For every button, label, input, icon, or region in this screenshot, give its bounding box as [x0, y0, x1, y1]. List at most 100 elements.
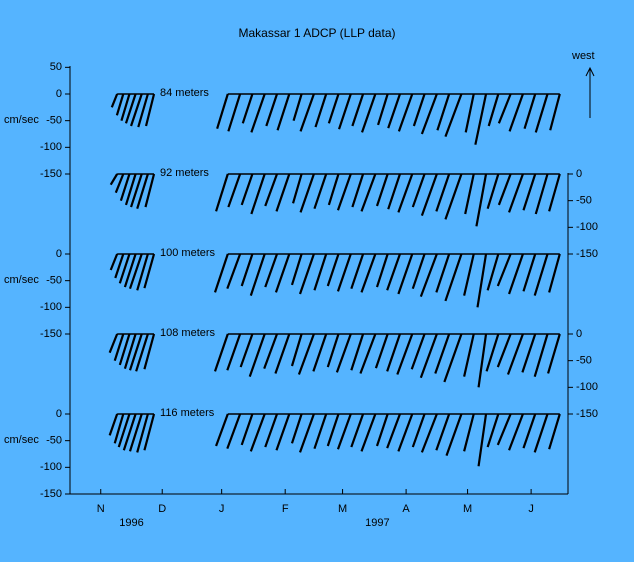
- y-tick-label: -50: [46, 435, 62, 447]
- stick: [508, 173, 524, 213]
- stick: [464, 93, 475, 133]
- stick: [386, 253, 401, 291]
- stick: [226, 333, 242, 371]
- stick: [117, 413, 131, 448]
- stick: [474, 93, 488, 145]
- stick: [548, 253, 561, 293]
- stick: [397, 253, 414, 295]
- x-tick-label: J: [528, 503, 534, 515]
- stick: [326, 333, 340, 368]
- y-tick-label: -100: [40, 301, 62, 313]
- stick: [374, 333, 389, 369]
- series-label: 92 meters: [160, 167, 209, 179]
- stick: [275, 173, 291, 212]
- stick: [508, 93, 524, 132]
- stick: [215, 173, 229, 212]
- stick: [477, 333, 488, 388]
- stick: [250, 93, 266, 133]
- stick: [143, 253, 156, 289]
- y-tick-label: 0: [576, 328, 582, 340]
- stick: [143, 333, 156, 370]
- x-tick-label: M: [338, 503, 347, 515]
- year-label: 1996: [119, 517, 143, 529]
- stick: [444, 93, 463, 138]
- stick: [264, 253, 279, 288]
- stick: [420, 93, 438, 135]
- stick: [444, 173, 463, 220]
- y-tick-label: -150: [40, 328, 62, 340]
- stick: [226, 413, 242, 450]
- stick: [443, 333, 463, 383]
- stick: [477, 413, 488, 467]
- stick: [108, 413, 119, 436]
- stick: [227, 93, 242, 132]
- stick: [136, 413, 149, 453]
- y-tick-label: 0: [56, 408, 62, 420]
- stick: [265, 93, 279, 127]
- stick: [420, 413, 438, 453]
- stick: [360, 253, 377, 293]
- stick: [377, 93, 389, 126]
- x-tick-label: M: [463, 503, 472, 515]
- stick: [276, 93, 291, 131]
- stick: [110, 93, 119, 108]
- stick: [122, 413, 137, 451]
- stick: [464, 173, 475, 215]
- stick: [108, 333, 119, 354]
- stick: [124, 173, 137, 206]
- stick: [275, 413, 291, 451]
- stick: [123, 253, 137, 288]
- stick: [496, 253, 512, 287]
- stick: [533, 333, 549, 377]
- direction-arrow-head: [585, 66, 595, 77]
- chart-title: Makassar 1 ADCP (LLP data): [239, 26, 396, 40]
- y-tick-label: -150: [576, 408, 598, 420]
- stick: [463, 413, 475, 452]
- stick: [249, 413, 266, 452]
- y-tick-label: -100: [576, 221, 598, 233]
- stick: [136, 173, 149, 209]
- stick: [290, 333, 303, 367]
- stick: [508, 413, 524, 451]
- stick: [119, 173, 131, 202]
- y-tick-label: -50: [46, 275, 62, 287]
- stick: [522, 173, 537, 211]
- stick: [444, 253, 463, 302]
- series-label: 108 meters: [160, 327, 216, 339]
- stick: [411, 413, 426, 448]
- stick: [487, 93, 500, 127]
- stick: [137, 93, 149, 128]
- stick: [120, 93, 131, 121]
- stick: [249, 253, 266, 296]
- y-axis-label: cm/sec: [4, 274, 39, 286]
- stick: [434, 333, 451, 374]
- year-label: 1997: [365, 517, 389, 529]
- x-tick-label: N: [97, 503, 105, 515]
- stick: [215, 413, 229, 447]
- stick: [387, 93, 401, 129]
- stick: [486, 173, 500, 209]
- stick: [144, 93, 156, 127]
- stick: [486, 253, 500, 291]
- series-label: 84 meters: [160, 87, 209, 99]
- y-tick-label: -150: [40, 488, 62, 500]
- stick: [335, 333, 352, 373]
- stick: [314, 93, 328, 128]
- stick: [534, 173, 549, 215]
- stick: [240, 173, 254, 206]
- y-tick-label: -150: [576, 248, 598, 260]
- stick: [113, 333, 125, 362]
- stick: [326, 253, 340, 287]
- stick: [114, 173, 125, 194]
- stick: [397, 173, 414, 213]
- stick: [533, 253, 549, 296]
- stick: [128, 413, 143, 452]
- stick: [250, 173, 266, 215]
- stick: [475, 173, 488, 227]
- y-tick-label: -50: [576, 355, 592, 367]
- stick: [497, 173, 512, 206]
- stick: [522, 253, 537, 292]
- stick: [113, 413, 125, 444]
- stick: [313, 173, 328, 210]
- stick: [227, 173, 242, 208]
